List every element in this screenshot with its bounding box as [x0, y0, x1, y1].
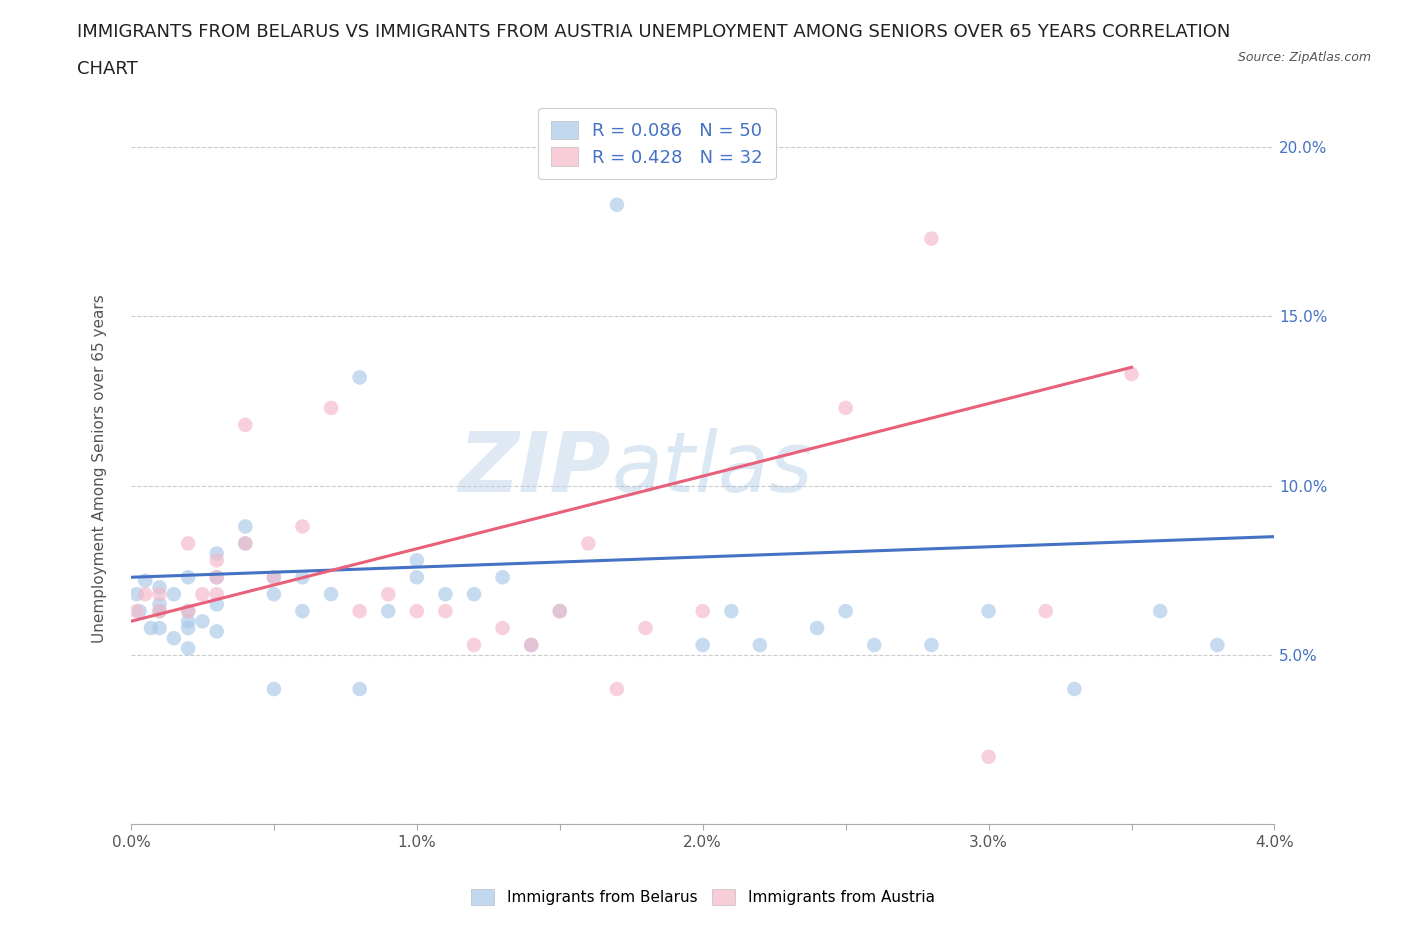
- Point: [148, 587, 170, 602]
- Point: [1035, 604, 1057, 618]
- Point: [177, 570, 200, 585]
- Point: [291, 570, 314, 585]
- Point: [163, 631, 186, 645]
- Point: [233, 418, 256, 432]
- Point: [205, 597, 228, 612]
- Point: [1206, 638, 1229, 653]
- Point: [148, 580, 170, 595]
- Point: [233, 519, 256, 534]
- Point: [263, 587, 285, 602]
- Point: [148, 620, 170, 635]
- Legend: Immigrants from Belarus, Immigrants from Austria: Immigrants from Belarus, Immigrants from…: [464, 882, 942, 913]
- Point: [520, 638, 543, 653]
- Point: [349, 682, 371, 697]
- Point: [134, 587, 156, 602]
- Point: [349, 604, 371, 618]
- Point: [1063, 682, 1085, 697]
- Point: [191, 587, 214, 602]
- Point: [463, 587, 485, 602]
- Point: [205, 553, 228, 568]
- Y-axis label: Unemployment Among Seniors over 65 years: Unemployment Among Seniors over 65 years: [93, 295, 107, 644]
- Point: [463, 638, 485, 653]
- Point: [319, 401, 342, 416]
- Point: [263, 682, 285, 697]
- Point: [434, 604, 457, 618]
- Point: [233, 536, 256, 551]
- Point: [177, 614, 200, 629]
- Point: [920, 638, 942, 653]
- Point: [205, 546, 228, 561]
- Point: [576, 536, 599, 551]
- Point: [606, 682, 628, 697]
- Point: [291, 519, 314, 534]
- Point: [263, 570, 285, 585]
- Point: [177, 641, 200, 656]
- Point: [125, 587, 148, 602]
- Point: [291, 604, 314, 618]
- Point: [520, 638, 543, 653]
- Point: [191, 614, 214, 629]
- Point: [1121, 366, 1143, 381]
- Point: [148, 604, 170, 618]
- Point: [233, 536, 256, 551]
- Point: [548, 604, 571, 618]
- Text: Source: ZipAtlas.com: Source: ZipAtlas.com: [1237, 51, 1371, 64]
- Point: [148, 597, 170, 612]
- Point: [205, 570, 228, 585]
- Point: [977, 750, 1000, 764]
- Point: [177, 536, 200, 551]
- Text: atlas: atlas: [612, 429, 813, 510]
- Legend: R = 0.086   N = 50, R = 0.428   N = 32: R = 0.086 N = 50, R = 0.428 N = 32: [538, 108, 776, 179]
- Point: [606, 197, 628, 212]
- Point: [806, 620, 828, 635]
- Point: [405, 570, 427, 585]
- Point: [548, 604, 571, 618]
- Point: [134, 573, 156, 588]
- Point: [349, 370, 371, 385]
- Point: [263, 570, 285, 585]
- Point: [834, 604, 856, 618]
- Point: [692, 604, 714, 618]
- Point: [692, 638, 714, 653]
- Point: [977, 604, 1000, 618]
- Point: [163, 587, 186, 602]
- Point: [205, 624, 228, 639]
- Point: [177, 604, 200, 618]
- Point: [491, 620, 513, 635]
- Point: [205, 570, 228, 585]
- Point: [319, 587, 342, 602]
- Point: [634, 620, 657, 635]
- Point: [139, 620, 162, 635]
- Point: [205, 587, 228, 602]
- Point: [377, 587, 399, 602]
- Point: [405, 553, 427, 568]
- Point: [405, 604, 427, 618]
- Point: [128, 604, 150, 618]
- Point: [434, 587, 457, 602]
- Text: CHART: CHART: [77, 60, 138, 78]
- Point: [491, 570, 513, 585]
- Point: [1149, 604, 1171, 618]
- Point: [377, 604, 399, 618]
- Text: ZIP: ZIP: [458, 429, 612, 510]
- Point: [177, 620, 200, 635]
- Point: [125, 604, 148, 618]
- Point: [834, 401, 856, 416]
- Point: [148, 604, 170, 618]
- Point: [177, 604, 200, 618]
- Point: [863, 638, 886, 653]
- Point: [720, 604, 742, 618]
- Point: [748, 638, 770, 653]
- Text: IMMIGRANTS FROM BELARUS VS IMMIGRANTS FROM AUSTRIA UNEMPLOYMENT AMONG SENIORS OV: IMMIGRANTS FROM BELARUS VS IMMIGRANTS FR…: [77, 23, 1230, 41]
- Point: [920, 232, 942, 246]
